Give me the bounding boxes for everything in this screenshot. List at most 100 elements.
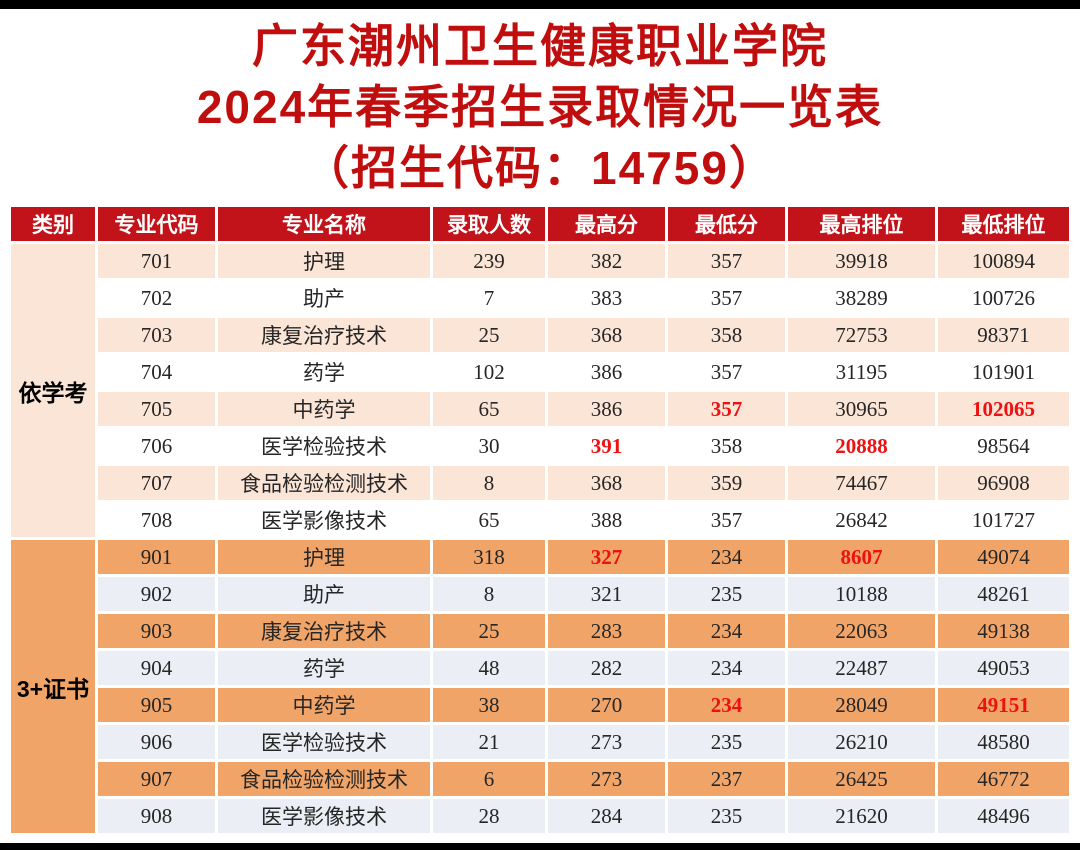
table-cell: 318 (433, 540, 545, 574)
header-cell-min-score: 最低分 (668, 207, 785, 241)
table-cell: 383 (548, 281, 665, 315)
table-cell: 65 (433, 392, 545, 426)
table-cell: 273 (548, 762, 665, 796)
table-cell: 270 (548, 688, 665, 722)
table-cell: 21 (433, 725, 545, 759)
title-line-2: 2024年春季招生录取情况一览表 (196, 81, 884, 133)
table-cell: 357 (668, 392, 785, 426)
table-cell: 30965 (788, 392, 935, 426)
table-cell: 25 (433, 318, 545, 352)
header-cell-min-rank: 最低排位 (938, 207, 1069, 241)
table-cell: 医学影像技术 (218, 503, 430, 537)
table-cell: 703 (98, 318, 215, 352)
top-black-bar (0, 0, 1080, 9)
table-row: 902 助产 8 321 235 10188 48261 (11, 577, 1069, 611)
table-row: 704 药学 102 386 357 31195 101901 (11, 355, 1069, 389)
header-cell-major-code: 专业代码 (98, 207, 215, 241)
admission-table: 类别 专业代码 专业名称 录取人数 最高分 最低分 最高排位 最低排位 依学考 7… (8, 204, 1072, 836)
table-row: 903 康复治疗技术 25 283 234 22063 49138 (11, 614, 1069, 648)
header-row: 类别 专业代码 专业名称 录取人数 最高分 最低分 最高排位 最低排位 (11, 207, 1069, 241)
table-cell: 907 (98, 762, 215, 796)
table-cell: 234 (668, 688, 785, 722)
table-cell: 46772 (938, 762, 1069, 796)
category-cell: 依学考 (11, 244, 95, 537)
table-cell: 368 (548, 466, 665, 500)
table-cell: 98564 (938, 429, 1069, 463)
table-row: 705 中药学 65 386 357 30965 102065 (11, 392, 1069, 426)
table-row: 依学考 701 护理 239 382 357 39918 100894 (11, 244, 1069, 537)
table-cell: 护理 (218, 244, 430, 278)
table-cell: 8607 (788, 540, 935, 574)
table-cell: 31195 (788, 355, 935, 389)
table-cell: 382 (548, 244, 665, 278)
table-cell: 8 (433, 577, 545, 611)
table-cell: 38289 (788, 281, 935, 315)
table-cell: 358 (668, 318, 785, 352)
table-cell: 100894 (938, 244, 1069, 278)
table-cell: 22063 (788, 614, 935, 648)
table-row: 702 助产 7 383 357 38289 100726 (11, 281, 1069, 315)
table-row: 905 中药学 38 270 234 28049 49151 (11, 688, 1069, 722)
header-cell-admitted-count: 录取人数 (433, 207, 545, 241)
table-row: 707 食品检验检测技术 8 368 359 74467 96908 (11, 466, 1069, 500)
title-line-3: （招生代码：14759） (303, 142, 777, 194)
table-cell: 904 (98, 651, 215, 685)
table-cell: 234 (668, 651, 785, 685)
table-cell: 368 (548, 318, 665, 352)
table-cell: 359 (668, 466, 785, 500)
table-cell: 30 (433, 429, 545, 463)
table-cell: 中药学 (218, 392, 430, 426)
table-cell: 391 (548, 429, 665, 463)
table-cell: 707 (98, 466, 215, 500)
table-cell: 护理 (218, 540, 430, 574)
table-cell: 28 (433, 799, 545, 833)
table-cell: 102065 (938, 392, 1069, 426)
table-cell: 386 (548, 355, 665, 389)
table-cell: 905 (98, 688, 215, 722)
table-cell: 65 (433, 503, 545, 537)
table-cell: 357 (668, 503, 785, 537)
table-cell: 7 (433, 281, 545, 315)
table-cell: 902 (98, 577, 215, 611)
table-cell: 医学检验技术 (218, 429, 430, 463)
table-cell: 25 (433, 614, 545, 648)
table-cell: 食品检验检测技术 (218, 466, 430, 500)
table-cell: 357 (668, 281, 785, 315)
table-cell: 49138 (938, 614, 1069, 648)
table-cell: 101727 (938, 503, 1069, 537)
table-row: 703 康复治疗技术 25 368 358 72753 98371 (11, 318, 1069, 352)
table-cell: 100726 (938, 281, 1069, 315)
table-cell: 98371 (938, 318, 1069, 352)
table-body: 依学考 701 护理 239 382 357 39918 100894 702 助产 7 383 357… (11, 244, 1069, 833)
table-cell: 48496 (938, 799, 1069, 833)
table-cell: 药学 (218, 355, 430, 389)
table-cell: 388 (548, 503, 665, 537)
table-cell: 706 (98, 429, 215, 463)
table-cell: 903 (98, 614, 215, 648)
table-cell: 234 (668, 614, 785, 648)
table-cell: 药学 (218, 651, 430, 685)
table-cell: 386 (548, 392, 665, 426)
table-cell: 48261 (938, 577, 1069, 611)
table-cell: 48580 (938, 725, 1069, 759)
table-cell: 食品检验检测技术 (218, 762, 430, 796)
table-cell: 273 (548, 725, 665, 759)
table-cell: 28049 (788, 688, 935, 722)
table-row: 906 医学检验技术 21 273 235 26210 48580 (11, 725, 1069, 759)
table-cell: 283 (548, 614, 665, 648)
table-cell: 237 (668, 762, 785, 796)
table-cell: 357 (668, 355, 785, 389)
table-cell: 906 (98, 725, 215, 759)
table-row: 904 药学 48 282 234 22487 49053 (11, 651, 1069, 685)
table-cell: 48 (433, 651, 545, 685)
table-cell: 医学检验技术 (218, 725, 430, 759)
table-cell: 中药学 (218, 688, 430, 722)
table-row: 708 医学影像技术 65 388 357 26842 101727 (11, 503, 1069, 537)
table-cell: 235 (668, 799, 785, 833)
table-cell: 908 (98, 799, 215, 833)
table-cell: 282 (548, 651, 665, 685)
table-cell: 708 (98, 503, 215, 537)
table-cell: 26842 (788, 503, 935, 537)
category-cell: 3+证书 (11, 540, 95, 833)
